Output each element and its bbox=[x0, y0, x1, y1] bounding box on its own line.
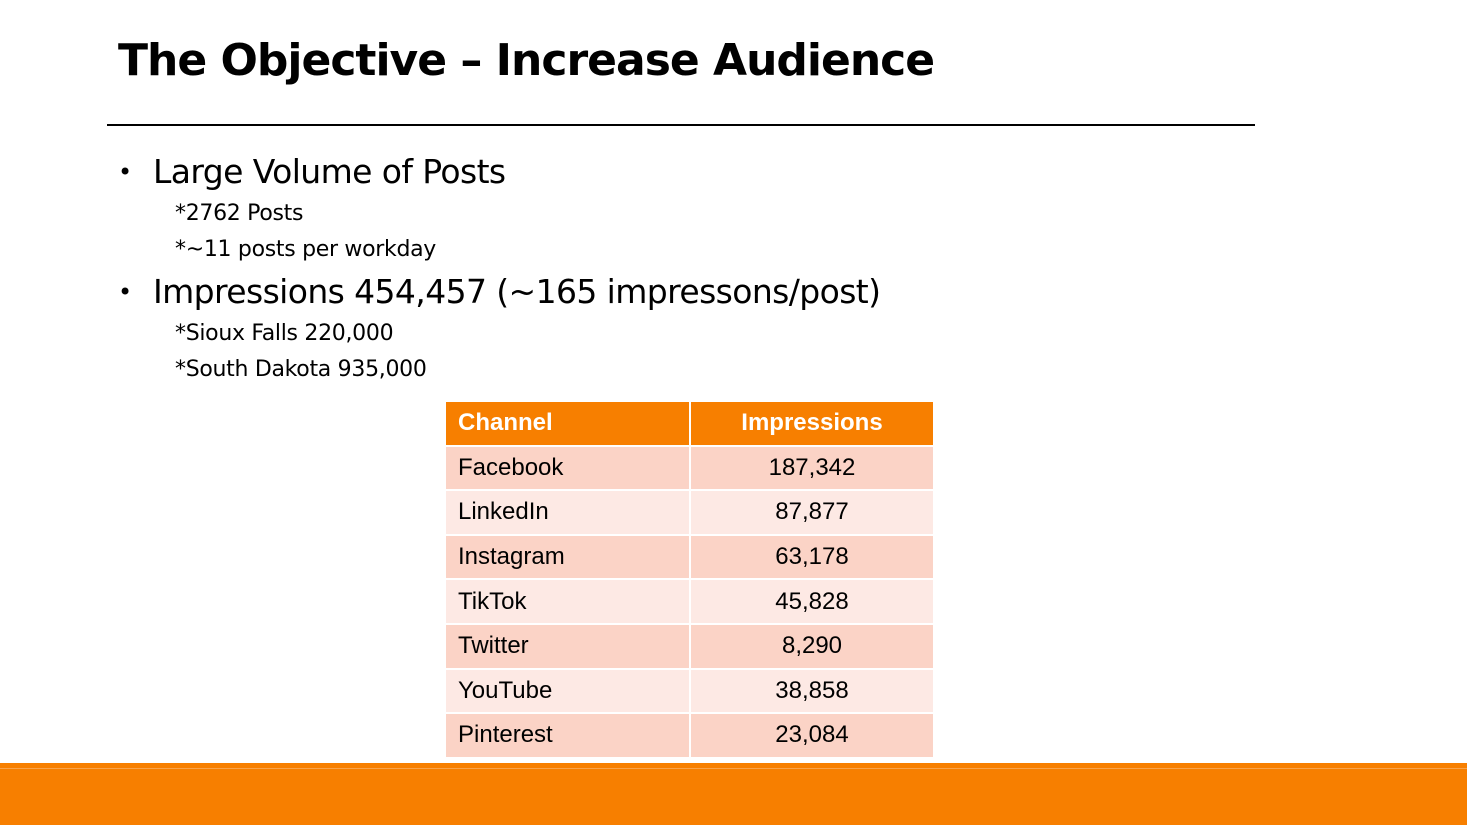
impressions-cell: 187,342 bbox=[689, 444, 935, 492]
bullet-item-posts: • Large Volume of Posts bbox=[118, 148, 880, 196]
table-header-row: Channel Impressions bbox=[444, 400, 935, 447]
channel-cell: Facebook bbox=[444, 444, 691, 492]
title-divider bbox=[107, 124, 1255, 126]
impressions-cell: 87,877 bbox=[689, 489, 935, 536]
footer-accent-bar bbox=[0, 763, 1467, 825]
bullet-icon: • bbox=[118, 158, 132, 186]
sub-bullet: *Sioux Falls 220,000 bbox=[175, 321, 394, 346]
table-row: Twitter 8,290 bbox=[444, 622, 935, 670]
impressions-cell: 63,178 bbox=[689, 533, 935, 581]
bullet-list: • Large Volume of Posts *2762 Posts *~11… bbox=[118, 148, 881, 388]
impressions-table: Channel Impressions Facebook 187,342 Lin… bbox=[444, 400, 935, 759]
impressions-cell: 8,290 bbox=[689, 622, 935, 670]
bullet-text: Large Volume of Posts bbox=[153, 152, 506, 191]
impressions-cell: 23,084 bbox=[689, 712, 935, 759]
impressions-cell: 38,858 bbox=[689, 667, 935, 715]
table-row: YouTube 38,858 bbox=[444, 667, 935, 715]
column-header-impressions: Impressions bbox=[689, 400, 935, 447]
bullet-text: Impressions 454,457 (~165 impressons/pos… bbox=[153, 272, 881, 311]
table-row: Pinterest 23,084 bbox=[444, 712, 935, 759]
sub-bullet: *2762 Posts bbox=[175, 201, 304, 226]
table-row: TikTok 45,828 bbox=[444, 578, 935, 625]
channel-cell: Pinterest bbox=[444, 712, 691, 759]
table-row: LinkedIn 87,877 bbox=[444, 489, 935, 536]
table-row: Instagram 63,178 bbox=[444, 533, 935, 581]
channel-cell: Instagram bbox=[444, 533, 691, 581]
bullet-item-impressions: • Impressions 454,457 (~165 impressons/p… bbox=[118, 268, 881, 316]
table-row: Facebook 187,342 bbox=[444, 444, 935, 492]
bullet-icon: • bbox=[118, 278, 132, 306]
channel-cell: YouTube bbox=[444, 667, 691, 715]
footer-accent-line bbox=[0, 768, 1467, 769]
column-header-channel: Channel bbox=[444, 400, 691, 447]
slide-title: The Objective – Increase Audience bbox=[118, 35, 935, 86]
impressions-cell: 45,828 bbox=[689, 578, 935, 625]
sub-bullet: *South Dakota 935,000 bbox=[175, 357, 427, 382]
channel-cell: Twitter bbox=[444, 622, 691, 670]
sub-bullet: *~11 posts per workday bbox=[175, 237, 437, 262]
channel-cell: TikTok bbox=[444, 578, 691, 625]
channel-cell: LinkedIn bbox=[444, 489, 691, 536]
